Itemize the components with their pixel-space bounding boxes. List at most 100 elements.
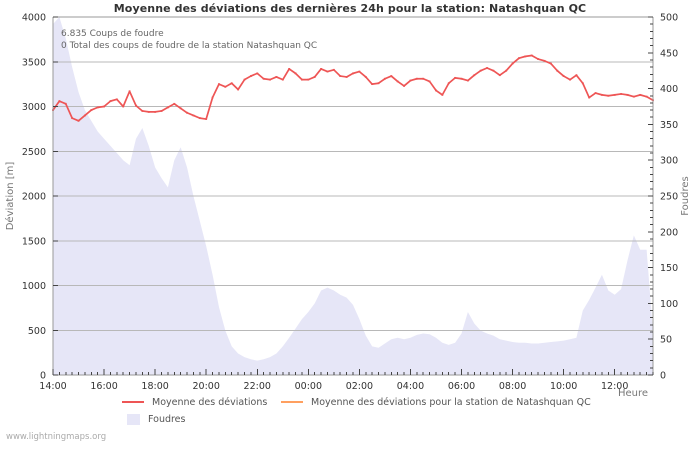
series-point — [160, 110, 163, 112]
series-point — [613, 93, 616, 96]
chart-annotations: 6.835 Coups de foudre 0 Total des coups d… — [61, 29, 317, 51]
series-point — [396, 80, 399, 83]
series-point — [205, 118, 208, 120]
series-point — [428, 80, 431, 83]
y-tick-label: 500 — [28, 326, 46, 337]
x-axis-tick-labels: 14:00 16:00 18:00 20:00 22:00 00:00 02:00 04:00… — [39, 381, 628, 392]
series-point — [313, 76, 316, 78]
series-point — [377, 82, 380, 85]
series-point — [332, 68, 335, 71]
series-point — [218, 83, 220, 86]
series-point — [588, 96, 591, 99]
y2-tick-label: 400 — [660, 84, 678, 95]
series-point — [620, 93, 622, 95]
chart-title: Moyenne des déviations des dernières 24h… — [113, 2, 587, 15]
series-point — [224, 85, 227, 88]
x-tick-label: 00:00 — [295, 381, 322, 392]
series-point — [173, 102, 176, 105]
series-point — [237, 88, 240, 91]
series-point — [524, 55, 527, 58]
series-point — [103, 105, 105, 108]
series-point — [415, 77, 418, 80]
series-point — [435, 89, 437, 92]
series-point — [543, 59, 546, 62]
x-tick-label: 22:00 — [244, 381, 271, 392]
series-point — [262, 77, 265, 80]
series-point — [447, 82, 450, 85]
y2-tick-label: 500 — [660, 13, 678, 24]
series-point — [186, 111, 188, 114]
x-tick-label: 12:00 — [601, 381, 628, 392]
annotation-line-1: 0 Total des coups de foudre de la statio… — [61, 41, 317, 51]
x-tick-label: 16:00 — [90, 381, 117, 392]
series-point — [537, 58, 540, 60]
y2-tick-label: 450 — [660, 48, 678, 59]
y2-tick-label: 250 — [660, 192, 678, 203]
series-point — [454, 76, 457, 79]
y-tick-label: 3000 — [22, 102, 46, 113]
y2-axis-title: Foudres — [680, 176, 691, 215]
series-point — [109, 100, 112, 103]
series-point — [58, 100, 61, 103]
series-point — [645, 95, 648, 98]
x-tick-label: 18:00 — [141, 381, 168, 392]
series-point — [569, 78, 571, 81]
chart-legend: Moyenne des déviations Moyenne des dévia… — [0, 394, 700, 434]
series-point — [575, 74, 578, 77]
series-point — [198, 117, 201, 120]
annotation-line-0: 6.835 Coups de foudre — [61, 29, 164, 39]
series-point — [511, 62, 514, 65]
series-point — [498, 74, 501, 77]
y-tick-label: 1500 — [22, 236, 46, 247]
series-point — [256, 72, 259, 75]
series-point — [607, 94, 610, 97]
series-point — [594, 92, 597, 94]
deviation-line-series — [52, 54, 654, 122]
series-point — [352, 72, 354, 75]
legend-item-deviation[interactable]: Moyenne des déviations — [122, 394, 267, 410]
series-point — [466, 79, 469, 82]
series-point — [530, 54, 533, 57]
legend-line-swatch-deviation — [122, 401, 144, 403]
series-point — [211, 96, 214, 99]
series-point — [179, 107, 182, 110]
y2-tick-label: 200 — [660, 227, 678, 238]
series-point — [141, 110, 144, 112]
tick-marks — [52, 16, 654, 376]
series-point — [96, 106, 99, 109]
series-point — [115, 98, 118, 101]
series-point — [320, 68, 322, 70]
y2-axis-tick-labels: 0 50 100 150 200 250 300 350 400 450 500 — [660, 13, 678, 382]
x-tick-label: 14:00 — [39, 381, 66, 392]
x-tick-label: 10:00 — [550, 381, 577, 392]
x-tick-label: 06:00 — [448, 381, 475, 392]
series-point — [128, 90, 131, 93]
series-point — [90, 109, 93, 111]
series-point — [390, 75, 393, 77]
y-tick-label: 3500 — [22, 57, 46, 68]
series-point — [549, 62, 552, 65]
series-point — [71, 117, 74, 120]
series-point — [345, 76, 348, 78]
legend-item-lightning[interactable]: Foudres — [122, 411, 185, 427]
series-point — [441, 93, 444, 96]
series-point — [601, 93, 603, 96]
legend-label-deviation: Moyenne des déviations — [152, 396, 268, 408]
series-point — [154, 110, 157, 113]
series-point — [230, 82, 233, 85]
series-point — [358, 70, 361, 73]
series-point — [562, 75, 565, 77]
legend-item-station-deviation[interactable]: Moyenne des déviations pour la station d… — [281, 394, 591, 410]
series-point — [243, 78, 246, 81]
series-point — [135, 104, 137, 107]
series-point — [192, 114, 195, 117]
series-point — [281, 78, 284, 81]
y2-tick-label: 0 — [660, 371, 666, 382]
source-watermark: www.lightningmaps.org — [6, 432, 107, 442]
gridlines — [53, 61, 653, 331]
series-point — [307, 78, 310, 81]
series-point — [473, 74, 476, 77]
y2-tick-label: 50 — [660, 335, 672, 346]
series-point — [486, 67, 488, 69]
